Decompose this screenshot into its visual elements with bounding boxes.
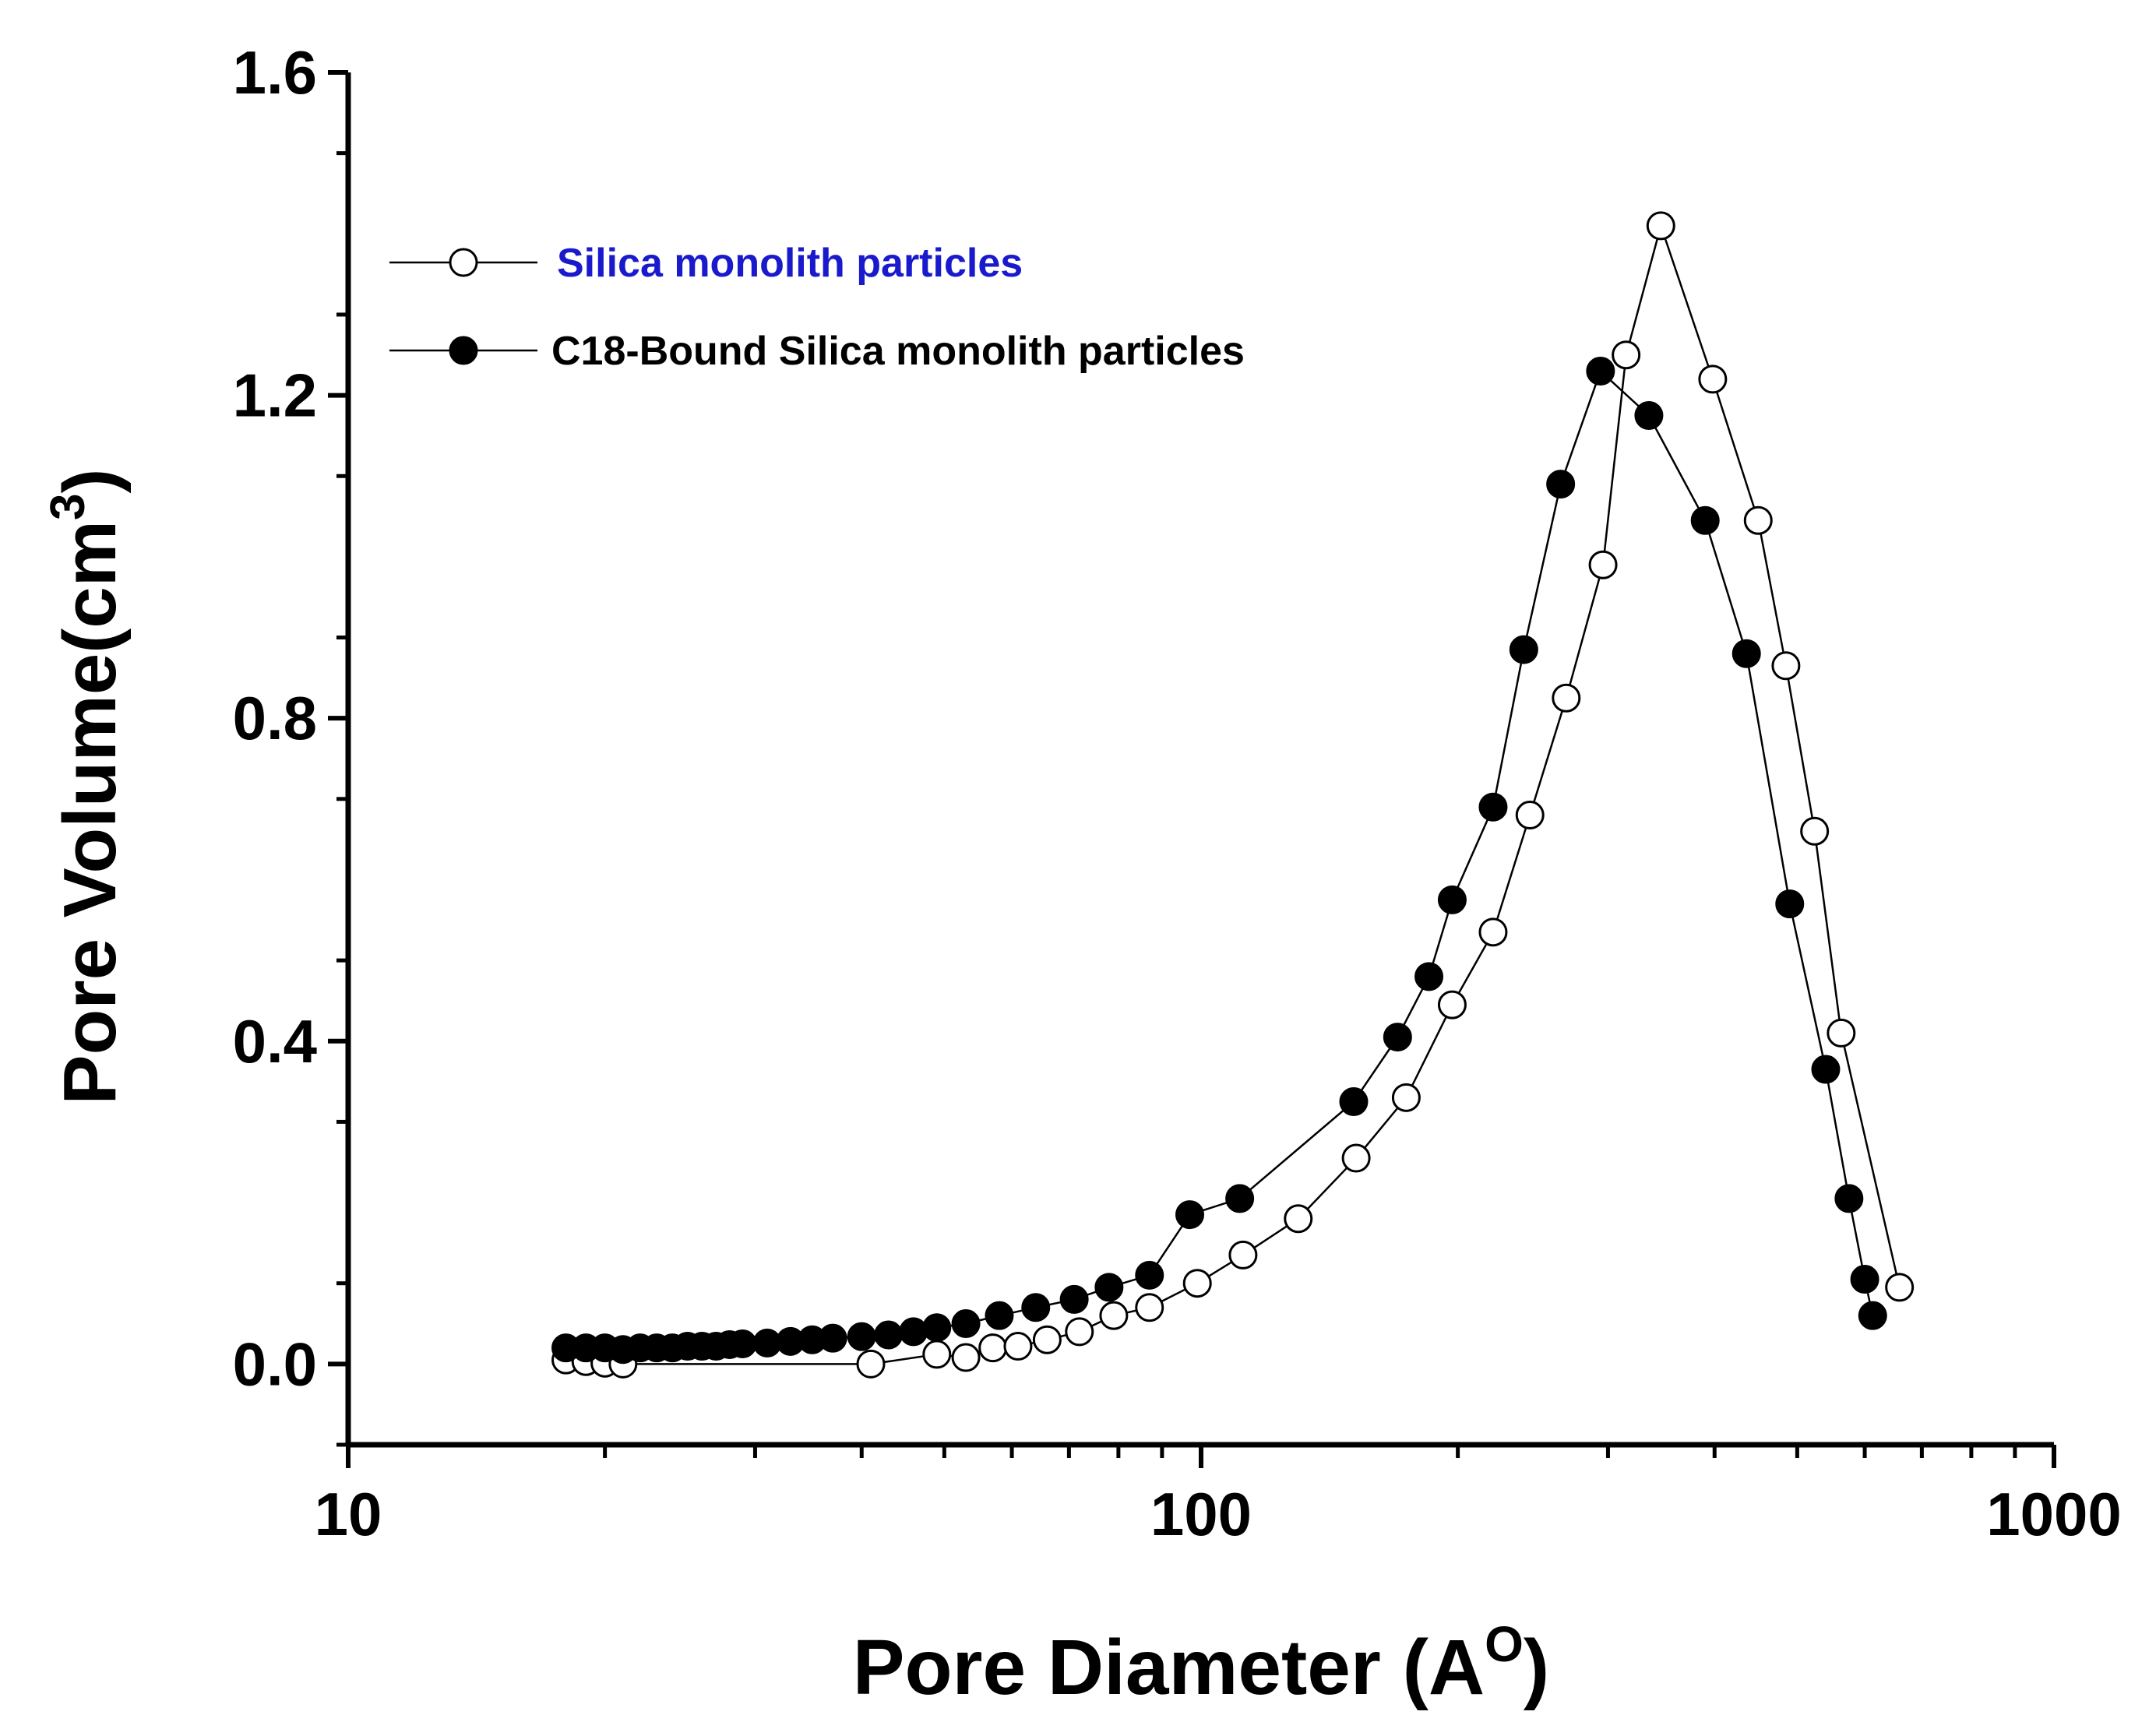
y-tick-label: 0.8: [233, 684, 317, 752]
data-point: [1612, 340, 1641, 370]
data-point: [856, 1349, 886, 1379]
legend: Silica monolith particles C18-Bound Silic…: [389, 241, 1245, 374]
data-point: [1135, 1260, 1164, 1290]
data-point: [1003, 1332, 1033, 1361]
data-point: [1771, 651, 1801, 681]
data-point: [1834, 1184, 1864, 1213]
data-point: [1515, 801, 1545, 830]
data-point: [1775, 889, 1805, 919]
data-point: [1228, 1240, 1258, 1269]
data-point: [951, 1343, 981, 1372]
y-tick-label: 1.2: [233, 361, 317, 430]
data-point: [1698, 364, 1728, 394]
axis-titles: Pore Diameter (AO) Pore Volume(cm3): [41, 469, 1549, 1711]
data-point: [818, 1323, 847, 1353]
data-point: [1059, 1284, 1089, 1314]
data-point: [847, 1322, 876, 1351]
data-point: [1175, 1200, 1205, 1230]
y-tick-label: 1.6: [233, 38, 317, 107]
legend-marker: [449, 248, 478, 277]
legend-label: C18-Bound Silica monolith particles: [551, 329, 1245, 374]
data-point: [1552, 683, 1581, 713]
series-1: [551, 211, 1915, 1379]
data-point: [1341, 1143, 1371, 1173]
axes: 0.0 0.4 0.8 1.2 1.6 10 100 1000: [233, 38, 2122, 1548]
data-point: [1588, 550, 1618, 579]
x-axis-title: Pore Diameter (AO): [853, 1616, 1549, 1711]
data-point: [899, 1317, 928, 1347]
data-point: [1827, 1018, 1856, 1048]
legend-label: Silica monolith particles: [557, 241, 1023, 286]
data-point: [1509, 635, 1538, 664]
data-point: [1437, 990, 1467, 1019]
data-point: [922, 1340, 952, 1369]
data-point: [1032, 1325, 1062, 1354]
data-point: [1850, 1265, 1879, 1294]
data-point: [922, 1313, 952, 1343]
data-point: [1391, 1083, 1421, 1112]
data-point: [1586, 356, 1615, 386]
series-layer: [551, 211, 1915, 1379]
data-point: [727, 1329, 757, 1358]
data-point: [1634, 401, 1664, 430]
legend-marker: [449, 336, 478, 365]
x-tick-label: 10: [315, 1480, 382, 1548]
series-line: [565, 369, 1874, 1350]
data-point: [1135, 1293, 1164, 1322]
data-point: [1885, 1273, 1915, 1302]
data-point: [1284, 1204, 1313, 1234]
data-point: [1094, 1273, 1124, 1302]
data-point: [1858, 1301, 1887, 1330]
data-point: [1646, 211, 1675, 241]
data-point: [978, 1333, 1008, 1363]
data-point: [1065, 1317, 1094, 1347]
data-point: [1743, 505, 1773, 535]
data-point: [1383, 1023, 1412, 1052]
data-point: [1731, 639, 1761, 668]
y-tick-label: 0.0: [233, 1329, 317, 1398]
data-point: [1690, 505, 1720, 535]
data-point: [951, 1309, 981, 1339]
data-point: [1800, 816, 1830, 846]
y-axis-title: Pore Volume(cm3): [41, 469, 132, 1105]
data-point: [1478, 792, 1508, 822]
data-point: [1437, 885, 1467, 914]
data-point: [1811, 1055, 1841, 1084]
x-tick-label: 1000: [1986, 1480, 2122, 1548]
data-point: [985, 1301, 1014, 1330]
data-point: [1546, 470, 1576, 499]
data-point: [1225, 1184, 1255, 1213]
data-point: [1478, 917, 1508, 947]
data-point: [1414, 962, 1444, 991]
data-point: [1021, 1293, 1051, 1322]
data-point: [1182, 1269, 1212, 1298]
data-point: [1099, 1301, 1129, 1330]
x-tick-label: 100: [1150, 1480, 1252, 1548]
series-2: [551, 356, 1887, 1365]
y-tick-label: 0.4: [233, 1007, 317, 1076]
data-point: [874, 1320, 904, 1350]
data-point: [1339, 1087, 1369, 1116]
